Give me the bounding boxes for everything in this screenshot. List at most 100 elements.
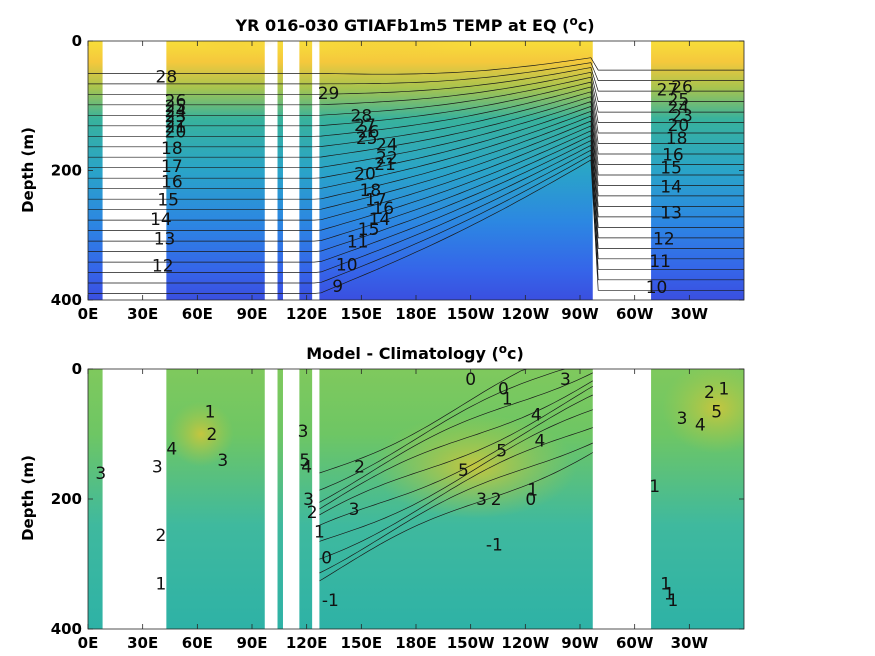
warm-pool-shading xyxy=(160,41,307,100)
contour-label: 20 xyxy=(668,116,690,136)
contour-label: 2 xyxy=(354,458,365,478)
contour-label: 12 xyxy=(653,229,675,249)
chart-title: Model - Climatology (oc) xyxy=(306,342,524,363)
contour-label: 0 xyxy=(321,549,332,569)
contour-label: 4 xyxy=(695,415,706,435)
contour-label: 4 xyxy=(531,406,542,426)
x-tick-label: 180E xyxy=(395,305,437,323)
contour-label: 15 xyxy=(358,220,380,240)
contour-label: 18 xyxy=(360,181,382,201)
x-tick-label: 150E xyxy=(341,634,383,652)
contour-label: 1 xyxy=(502,389,513,409)
contour-label: 1 xyxy=(719,380,730,400)
contour-label: 3 xyxy=(298,422,309,442)
contour-label: 3 xyxy=(152,458,163,478)
isotherm-line xyxy=(88,110,744,190)
isotherm-line xyxy=(88,91,744,148)
warm-pool-shading xyxy=(252,41,526,139)
contour-label: 13 xyxy=(660,204,682,224)
anomaly-contour-line xyxy=(319,369,593,474)
temperature-section-panel: YR 016-030 GTIAFb1m5 TEMP at EQ (oc) 282… xyxy=(19,14,745,323)
contour-label: 10 xyxy=(646,278,668,298)
x-tick-label: 0E xyxy=(78,634,99,652)
contour-label: 23 xyxy=(165,107,187,127)
contour-label: 1 xyxy=(649,477,660,497)
y-tick-label: 400 xyxy=(51,291,82,309)
anomaly-contour-line xyxy=(319,385,593,516)
contour-label: 20 xyxy=(354,165,376,185)
contour-label: 28 xyxy=(351,106,373,126)
y-axis-label: Depth (m) xyxy=(19,127,37,213)
ocean-segment xyxy=(651,41,744,300)
contour-label: 1 xyxy=(155,575,166,595)
positive-anomaly-shading xyxy=(662,369,744,454)
contour-label: 26 xyxy=(165,92,187,112)
contour-label: 1 xyxy=(664,584,675,604)
x-tick-label: 120W xyxy=(501,634,549,652)
isotherm-line xyxy=(88,115,744,200)
contour-label: 26 xyxy=(358,123,380,143)
contour-label: 10 xyxy=(336,255,358,275)
x-tick-label: 180E xyxy=(395,634,437,652)
x-tick-label: 60E xyxy=(182,634,213,652)
contour-label: 5 xyxy=(496,441,507,461)
anomaly-contours xyxy=(319,369,593,582)
contour-label: -1 xyxy=(486,536,503,556)
isotherm-line xyxy=(88,120,744,211)
contour-label: 1 xyxy=(668,591,679,611)
x-tick-label: 60W xyxy=(616,305,654,323)
ocean-segment xyxy=(277,369,283,629)
anomaly-contour-line xyxy=(319,380,593,510)
contour-label: 1 xyxy=(205,402,216,422)
contour-label: 4 xyxy=(166,439,177,459)
contour-label: 2 xyxy=(307,503,318,523)
isotherm-line xyxy=(88,105,744,179)
ocean-segment xyxy=(88,369,103,629)
contour-label: 12 xyxy=(152,257,174,277)
positive-anomaly-shading xyxy=(168,401,234,467)
x-tick-label: 120W xyxy=(501,305,549,323)
contour-label: 22 xyxy=(376,149,398,169)
x-tick-label: 120E xyxy=(286,634,328,652)
contour-label: 28 xyxy=(156,68,178,88)
isotherm-line xyxy=(88,154,744,284)
anomaly-contour-line xyxy=(319,442,593,574)
anomaly-contour-line xyxy=(319,372,593,503)
contour-label: 16 xyxy=(372,199,394,219)
isotherm-line xyxy=(88,81,744,127)
contour-label: 22 xyxy=(165,112,187,132)
x-tick-label: 30W xyxy=(671,305,709,323)
contour-label: 27 xyxy=(657,81,679,101)
contour-label: 21 xyxy=(374,155,396,175)
isotherm-line xyxy=(88,159,744,294)
contour-label: 1 xyxy=(660,575,671,595)
isotherm-line xyxy=(88,57,744,75)
ocean-segment xyxy=(277,41,283,300)
x-tick-label: 150E xyxy=(341,305,383,323)
anomaly-contour-line xyxy=(319,394,593,526)
contour-label: 27 xyxy=(354,116,376,136)
x-tick-label: 90W xyxy=(561,634,599,652)
contour-label: 24 xyxy=(376,136,398,156)
contour-label: 0 xyxy=(498,380,509,400)
contour-label: 11 xyxy=(649,252,671,272)
contour-label: 5 xyxy=(458,461,469,481)
contour-label: 13 xyxy=(154,229,176,249)
contour-label: 3 xyxy=(303,490,314,510)
contour-label: 3 xyxy=(349,500,360,520)
x-tick-label: 150W xyxy=(447,634,495,652)
anomaly-contour-line xyxy=(319,369,593,491)
isotherm-line xyxy=(88,125,744,221)
positive-anomaly-shading xyxy=(372,414,577,519)
isotherm-line xyxy=(88,67,744,95)
x-axis: 0E 30E 60E 90E 120E 150E 180E 150W 120W 90W 60W 30W xyxy=(78,369,708,652)
x-tick-label: 90W xyxy=(561,305,599,323)
contour-label: 15 xyxy=(157,191,179,211)
contour-label: 24 xyxy=(165,102,187,122)
x-tick-label: 0E xyxy=(78,305,99,323)
